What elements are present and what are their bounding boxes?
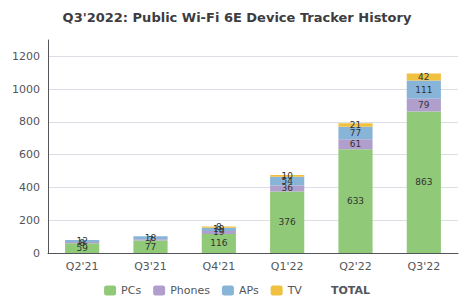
svg-text:Q3'2022: Public Wi-Fi 6E Devic: Q3'2022: Public Wi-Fi 6E Device Tracker … — [63, 10, 412, 25]
svg-text:54: 54 — [281, 176, 293, 187]
svg-text:800: 800 — [19, 115, 40, 128]
svg-text:TV: TV — [287, 284, 303, 297]
svg-text:TOTAL: TOTAL — [331, 284, 370, 297]
svg-text:863: 863 — [415, 177, 432, 187]
svg-text:18: 18 — [145, 233, 157, 243]
svg-text:1095: 1095 — [409, 58, 440, 71]
svg-text:116: 116 — [210, 238, 227, 248]
svg-text:1200: 1200 — [12, 50, 40, 63]
svg-text:10: 10 — [281, 171, 293, 181]
svg-text:102: 102 — [139, 220, 162, 233]
svg-text:77: 77 — [144, 241, 157, 252]
svg-text:Q1'22: Q1'22 — [271, 260, 304, 273]
svg-text:400: 400 — [19, 181, 40, 194]
svg-text:Q3'22: Q3'22 — [407, 260, 440, 273]
svg-text:111: 111 — [415, 85, 432, 95]
svg-text:36: 36 — [281, 183, 293, 194]
svg-text:600: 600 — [19, 148, 40, 161]
svg-text:PCs: PCs — [121, 284, 141, 297]
svg-text:61: 61 — [350, 139, 361, 149]
svg-text:633: 633 — [347, 196, 364, 206]
svg-text:Q2'22: Q2'22 — [339, 260, 372, 273]
svg-text:8: 8 — [216, 222, 222, 232]
svg-text:0: 0 — [33, 247, 40, 260]
svg-text:21: 21 — [350, 120, 361, 130]
svg-text:77: 77 — [349, 128, 362, 138]
svg-text:1000: 1000 — [12, 83, 40, 96]
svg-text:79: 79 — [75, 224, 90, 237]
svg-text:79: 79 — [418, 100, 430, 110]
svg-text:59: 59 — [76, 243, 88, 254]
svg-text:200: 200 — [19, 214, 40, 227]
svg-text:APs: APs — [239, 284, 259, 297]
svg-text:Q4'21: Q4'21 — [202, 260, 235, 273]
svg-text:42: 42 — [418, 72, 429, 82]
svg-text:Q3'21: Q3'21 — [134, 260, 167, 273]
svg-text:Q2'21: Q2'21 — [66, 260, 99, 273]
svg-text:376: 376 — [279, 217, 296, 227]
svg-text:12: 12 — [76, 236, 87, 246]
svg-text:162: 162 — [207, 210, 230, 223]
svg-text:476: 476 — [276, 159, 299, 172]
svg-text:Phones: Phones — [170, 284, 210, 297]
svg-text:792: 792 — [344, 107, 367, 120]
